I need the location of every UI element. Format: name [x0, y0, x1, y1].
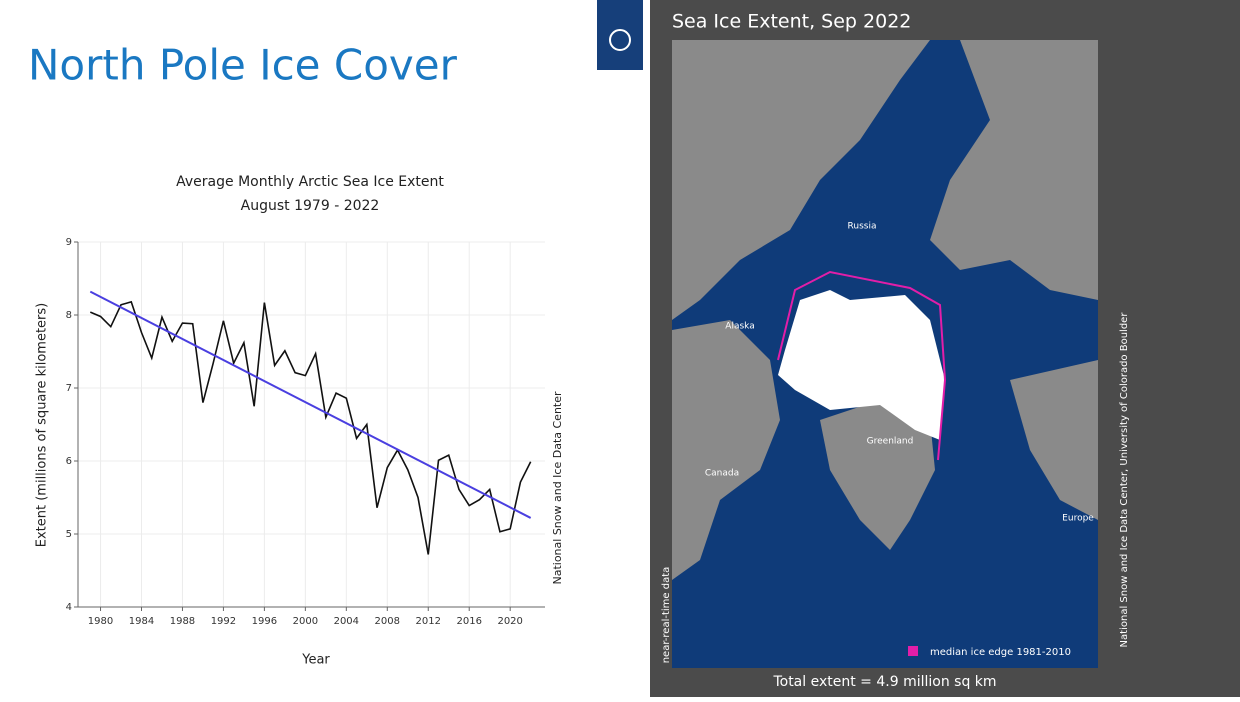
x-tick-label: 1992 [211, 616, 236, 627]
place-label: Europe [1062, 514, 1094, 524]
x-tick-label: 1984 [129, 616, 154, 627]
map-total: Total extent = 4.9 million sq km [772, 674, 996, 690]
land [672, 320, 780, 580]
place-label: Canada [705, 469, 739, 479]
chart: Average Monthly Arctic Sea Ice Extent Au… [35, 174, 565, 668]
data-line [89, 290, 532, 519]
data-line [89, 300, 532, 555]
map-note: near-real-time data [661, 567, 672, 664]
land [930, 40, 1098, 300]
chart-title: Average Monthly Arctic Sea Ice Extent [176, 174, 444, 190]
logo [597, 0, 643, 70]
legend-label: median ice edge 1981-2010 [930, 647, 1071, 658]
y-tick-label: 8 [66, 310, 72, 321]
median-ice-edge [777, 270, 947, 461]
map-panel: median ice edge 1981-2010 Sea Ice Extent… [597, 0, 1240, 697]
y-tick-label: 5 [66, 529, 72, 540]
land [672, 40, 930, 320]
slide-title: North Pole Ice Cover [28, 41, 458, 90]
place-label: Greenland [867, 437, 914, 447]
sea-ice [778, 290, 945, 440]
x-tick-label: 2004 [334, 616, 359, 627]
place-label: Russia [848, 222, 877, 232]
x-tick-label: 2016 [456, 616, 481, 627]
source-note: National Snow and Ice Data Center [551, 391, 564, 585]
x-tick-label: 2008 [375, 616, 400, 627]
x-axis-label: Year [301, 653, 330, 668]
place-label: Alaska [725, 322, 754, 332]
map-credit: National Snow and Ice Data Center, Unive… [1119, 312, 1130, 648]
y-axis-label: Extent (millions of square kilometers) [35, 303, 50, 548]
map-title: Sea Ice Extent, Sep 2022 [672, 11, 911, 33]
x-tick-label: 1996 [252, 616, 277, 627]
y-tick-label: 4 [66, 602, 72, 613]
x-tick-label: 2012 [416, 616, 441, 627]
x-tick-label: 2000 [293, 616, 318, 627]
x-tick-label: 2020 [497, 616, 522, 627]
y-tick-label: 7 [66, 383, 72, 394]
y-tick-label: 6 [66, 456, 72, 467]
land [1010, 360, 1098, 520]
chart-subtitle: August 1979 - 2022 [241, 198, 380, 214]
logo-emblem [609, 29, 631, 51]
legend-swatch [908, 646, 918, 656]
x-tick-label: 1988 [170, 616, 195, 627]
land [820, 400, 935, 550]
x-tick-label: 1980 [88, 616, 113, 627]
y-tick-label: 9 [66, 237, 72, 248]
